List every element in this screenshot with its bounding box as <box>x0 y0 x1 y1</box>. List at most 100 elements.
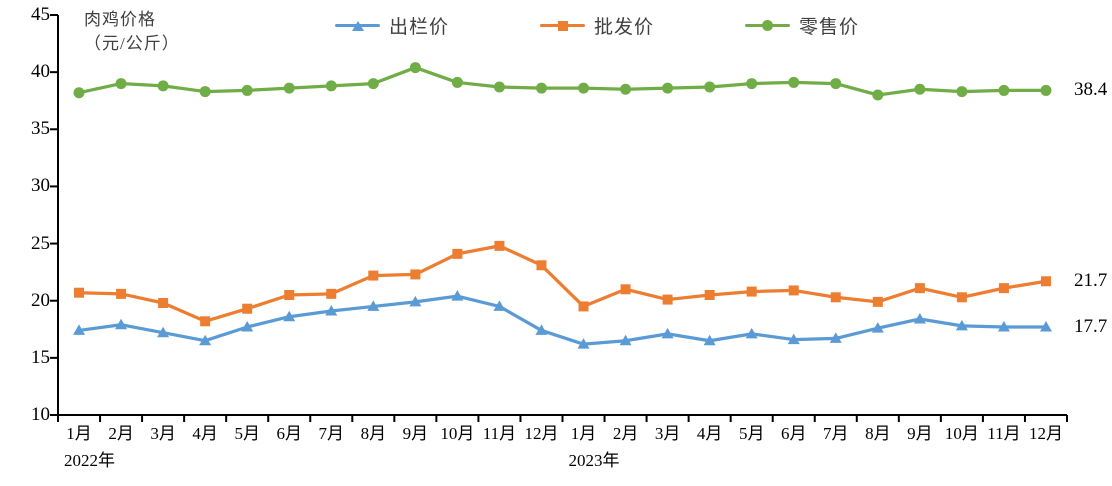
data-point-square <box>662 294 673 305</box>
data-point-triangle <box>1039 321 1052 332</box>
data-point-square <box>284 290 295 300</box>
chart-legend: 出栏价 批发价 零售价 <box>335 12 859 39</box>
x-axis-month-label: 3月 <box>654 424 681 443</box>
legend-square-marker-icon <box>540 19 586 33</box>
data-point-square <box>620 284 631 295</box>
x-axis-month-label: 8月 <box>360 424 387 443</box>
data-point-circle <box>73 87 85 99</box>
series-end-label-零售价: 38.4 <box>1074 79 1108 101</box>
legend-item-farmgate-price[interactable]: 出栏价 <box>335 12 449 39</box>
y-axis-tick-label: 20 <box>31 289 50 311</box>
data-point-triangle <box>619 334 632 346</box>
data-point-square <box>116 288 127 299</box>
data-point-triangle <box>367 300 380 311</box>
data-point-triangle <box>325 305 338 316</box>
data-point-circle <box>788 76 800 88</box>
data-point-circle <box>998 84 1010 96</box>
data-point-circle <box>157 80 169 92</box>
data-point-square <box>158 298 169 308</box>
data-point-square <box>74 287 85 298</box>
series-end-label-出栏价: 17.7 <box>1074 316 1108 337</box>
data-point-circle <box>409 62 421 74</box>
data-point-triangle <box>451 290 464 301</box>
legend-item-retail-price[interactable]: 零售价 <box>745 12 859 39</box>
x-axis-month-label: 9月 <box>907 424 933 443</box>
x-axis-month-label: 9月 <box>402 424 429 443</box>
legend-item-wholesale-price[interactable]: 批发价 <box>540 12 654 39</box>
data-point-circle <box>241 84 253 96</box>
data-point-triangle <box>661 327 674 339</box>
data-point-triangle <box>829 332 842 343</box>
data-point-square <box>788 285 799 296</box>
x-axis-month-label: 11月 <box>482 424 517 443</box>
data-point-circle <box>451 76 463 88</box>
legend-label: 零售价 <box>799 17 860 38</box>
data-point-square <box>998 283 1009 294</box>
data-point-triangle <box>577 338 590 349</box>
x-axis-month-label: 11月 <box>987 424 1021 443</box>
legend-label: 批发价 <box>594 17 655 38</box>
data-point-triangle <box>787 333 800 345</box>
x-axis-month-label: 5月 <box>738 424 765 443</box>
x-axis-month-label: 10月 <box>440 424 475 443</box>
x-axis-month-label: 10月 <box>944 424 979 443</box>
x-axis-month-label: 5月 <box>234 424 260 443</box>
data-point-triangle <box>409 295 422 307</box>
x-axis-year-label: 2023年 <box>568 451 620 470</box>
legend-label: 出栏价 <box>389 17 450 38</box>
data-point-triangle <box>493 300 506 311</box>
data-point-circle <box>662 82 674 94</box>
data-point-square <box>830 292 841 303</box>
data-point-triangle <box>745 327 758 339</box>
y-axis-tick-label: 40 <box>31 61 50 83</box>
series-end-label-批发价: 21.7 <box>1074 270 1108 292</box>
data-point-circle <box>283 82 295 94</box>
data-point-square <box>494 240 505 251</box>
data-point-circle <box>1040 84 1052 96</box>
data-point-circle <box>199 86 211 98</box>
data-point-triangle <box>283 310 296 322</box>
x-axis-month-label: 7月 <box>318 424 345 443</box>
x-axis-month-label: 2月 <box>612 424 639 443</box>
y-axis-tick-label: 35 <box>31 118 50 140</box>
x-axis-month-label: 8月 <box>865 424 891 443</box>
data-point-circle <box>493 81 505 93</box>
series-line-出栏价 <box>77 294 1048 346</box>
x-axis-month-label: 4月 <box>192 424 218 443</box>
data-point-square <box>200 316 211 327</box>
data-point-square <box>242 303 253 314</box>
data-point-square <box>1040 276 1051 287</box>
x-axis-month-label: 6月 <box>276 424 302 443</box>
x-axis-month-label: 6月 <box>780 424 807 443</box>
data-point-circle <box>872 89 884 101</box>
x-axis-month-label: 2月 <box>108 424 134 443</box>
data-point-triangle <box>955 319 968 331</box>
x-axis-month-label: 4月 <box>696 424 723 443</box>
data-point-circle <box>830 78 842 90</box>
data-point-circle <box>367 78 379 90</box>
y-axis-tick-label: 10 <box>31 404 50 425</box>
chart-title-line2: （元/公斤） <box>84 34 180 53</box>
series-line-批发价 <box>77 244 1048 323</box>
y-axis-tick-label: 25 <box>31 232 50 254</box>
data-point-square <box>536 260 547 271</box>
data-point-triangle <box>535 324 548 335</box>
data-point-square <box>452 248 463 259</box>
x-axis-month-label: 1月 <box>66 424 92 443</box>
data-point-square <box>872 296 883 307</box>
y-axis-tick-label: 30 <box>31 175 50 197</box>
y-axis-tick-label: 15 <box>31 346 50 368</box>
data-point-triangle <box>703 334 716 346</box>
data-point-triangle <box>73 324 86 335</box>
data-point-circle <box>578 82 590 94</box>
data-point-circle <box>704 81 716 93</box>
data-point-circle <box>325 80 337 92</box>
x-axis-month-label: 1月 <box>570 424 597 443</box>
data-point-square <box>914 283 925 294</box>
data-point-square <box>368 270 379 281</box>
x-axis-month-label: 3月 <box>150 424 176 443</box>
x-axis-month-label: 7月 <box>823 424 849 443</box>
legend-triangle-marker-icon <box>335 19 380 33</box>
data-point-square <box>410 269 421 280</box>
